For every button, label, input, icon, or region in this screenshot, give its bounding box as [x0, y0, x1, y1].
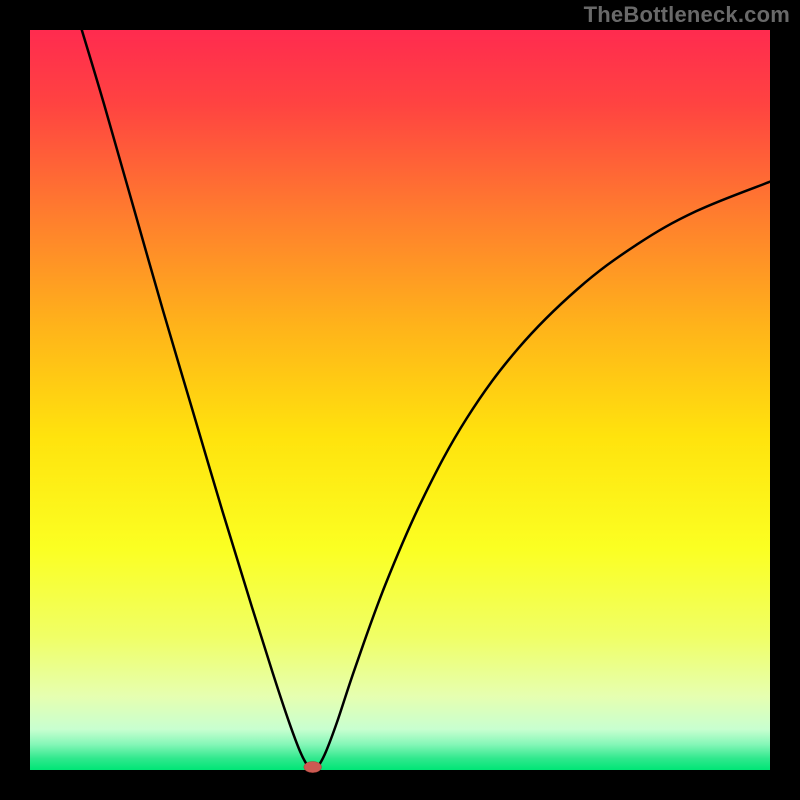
- chart-container: TheBottleneck.com: [0, 0, 800, 800]
- bottleneck-chart: [0, 0, 800, 800]
- watermark-text: TheBottleneck.com: [584, 2, 790, 28]
- optimal-marker: [304, 761, 322, 772]
